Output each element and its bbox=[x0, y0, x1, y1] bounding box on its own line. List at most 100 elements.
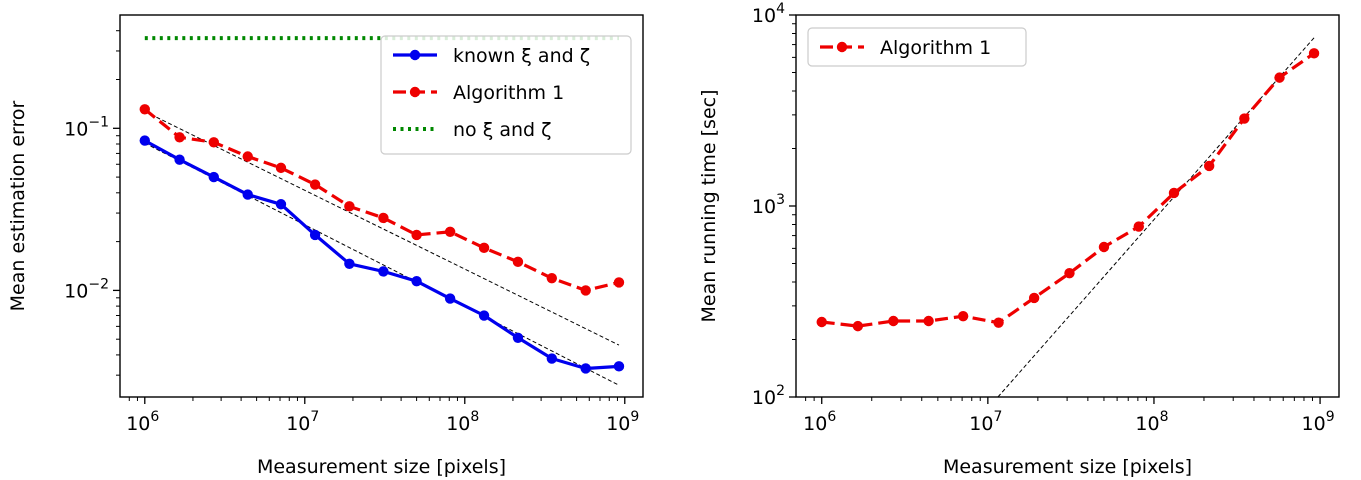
y-tick-exp: −1 bbox=[88, 114, 109, 130]
y-axis-label: Mean running time [sec] bbox=[698, 90, 720, 323]
data-point bbox=[546, 272, 558, 284]
y-tick-label: 102 bbox=[752, 383, 785, 409]
legend-entry: no ξ and ζ bbox=[453, 119, 551, 141]
x-tick-base: 10 bbox=[1302, 413, 1326, 435]
series-line-1 bbox=[821, 51, 1316, 328]
data-point bbox=[275, 199, 287, 210]
y-tick-exp: −2 bbox=[88, 276, 109, 292]
x-tick-base: 10 bbox=[969, 413, 993, 435]
data-point bbox=[208, 171, 219, 183]
data-point bbox=[242, 151, 253, 162]
x-tick-exp: 6 bbox=[150, 409, 159, 425]
y-tick-exp: 4 bbox=[776, 1, 785, 17]
data-point bbox=[309, 229, 321, 241]
x-tick-base: 10 bbox=[286, 413, 310, 435]
plot-area bbox=[816, 37, 1320, 397]
data-point bbox=[411, 229, 422, 241]
data-point bbox=[275, 162, 287, 174]
data-point bbox=[613, 277, 625, 288]
x-tick-base: 10 bbox=[1135, 413, 1159, 435]
reference-line bbox=[997, 37, 1315, 397]
legend-box bbox=[380, 35, 632, 155]
plot-area bbox=[139, 36, 625, 386]
data-point bbox=[478, 242, 490, 254]
data-point bbox=[444, 293, 456, 304]
x-tick-exp: 8 bbox=[470, 409, 479, 425]
axes-frame bbox=[795, 14, 1340, 398]
y-tick-base: 10 bbox=[752, 196, 776, 218]
data-point bbox=[613, 361, 625, 372]
data-point bbox=[242, 189, 253, 200]
x-tick-label: 109 bbox=[606, 409, 639, 435]
x-tick-base: 10 bbox=[126, 413, 150, 435]
data-point bbox=[411, 275, 422, 287]
x-axis-label: Measurement size [pixels] bbox=[257, 456, 506, 478]
x-tick-exp: 9 bbox=[630, 409, 639, 425]
x-tick-exp: 9 bbox=[1326, 409, 1335, 425]
legend: Algorithm 1 bbox=[807, 27, 1027, 67]
x-tick-exp: 7 bbox=[993, 409, 1002, 425]
y-tick-label: 10−2 bbox=[64, 276, 109, 302]
data-point bbox=[546, 353, 558, 364]
legend-entry: known ξ and ζ bbox=[453, 45, 590, 67]
x-tick-label: 106 bbox=[126, 409, 159, 435]
data-point bbox=[1098, 241, 1110, 253]
y-tick-label: 10−1 bbox=[64, 114, 109, 140]
data-point bbox=[174, 154, 185, 165]
x-axis-label: Measurement size [pixels] bbox=[943, 456, 1192, 478]
reference-line bbox=[144, 142, 620, 386]
data-point bbox=[512, 256, 524, 268]
legend-entry: Algorithm 1 bbox=[453, 82, 564, 104]
y-tick-exp: 3 bbox=[776, 192, 785, 208]
data-point bbox=[1308, 48, 1320, 59]
x-tick-base: 10 bbox=[803, 413, 827, 435]
data-point bbox=[816, 316, 827, 328]
y-tick-base: 10 bbox=[64, 118, 88, 140]
data-point bbox=[1064, 267, 1075, 279]
x-tick-exp: 7 bbox=[310, 409, 319, 425]
data-point bbox=[139, 135, 150, 146]
legend-box bbox=[807, 27, 1027, 67]
y-tick-exp: 2 bbox=[776, 383, 785, 399]
legend-marker bbox=[409, 49, 421, 61]
data-point bbox=[139, 104, 150, 115]
x-tick-label: 109 bbox=[1302, 409, 1335, 435]
data-point bbox=[852, 320, 864, 332]
x-tick-exp: 6 bbox=[827, 409, 836, 425]
y-axis-label: Mean estimation error bbox=[7, 100, 29, 311]
x-tick-label: 107 bbox=[969, 409, 1002, 435]
data-point bbox=[208, 137, 219, 148]
data-point bbox=[512, 332, 524, 344]
data-point bbox=[378, 266, 389, 277]
reference-line bbox=[144, 111, 620, 346]
x-tick-base: 10 bbox=[446, 413, 470, 435]
y-tick-label: 103 bbox=[752, 192, 785, 218]
legend-marker bbox=[836, 41, 848, 53]
y-tick-base: 10 bbox=[752, 387, 776, 409]
x-tick-label: 108 bbox=[446, 409, 479, 435]
x-tick-label: 108 bbox=[1135, 409, 1168, 435]
data-point bbox=[923, 315, 934, 327]
data-point bbox=[993, 317, 1004, 328]
y-tick-label: 104 bbox=[752, 1, 785, 27]
y-tick-base: 10 bbox=[64, 280, 88, 302]
data-point bbox=[344, 201, 355, 212]
legend-entry: Algorithm 1 bbox=[880, 37, 991, 59]
x-tick-label: 106 bbox=[803, 409, 836, 435]
data-point bbox=[957, 310, 969, 322]
x-tick-label: 107 bbox=[286, 409, 319, 435]
axes-frame bbox=[119, 14, 644, 398]
data-point bbox=[1028, 292, 1040, 304]
data-point bbox=[378, 212, 389, 224]
data-point bbox=[1133, 221, 1144, 232]
data-point bbox=[1203, 160, 1215, 172]
data-point bbox=[580, 363, 591, 374]
data-point bbox=[174, 132, 185, 143]
data-point bbox=[344, 258, 355, 269]
x-tick-exp: 8 bbox=[1160, 409, 1169, 425]
x-tick-base: 10 bbox=[606, 413, 630, 435]
data-point bbox=[1239, 113, 1250, 124]
